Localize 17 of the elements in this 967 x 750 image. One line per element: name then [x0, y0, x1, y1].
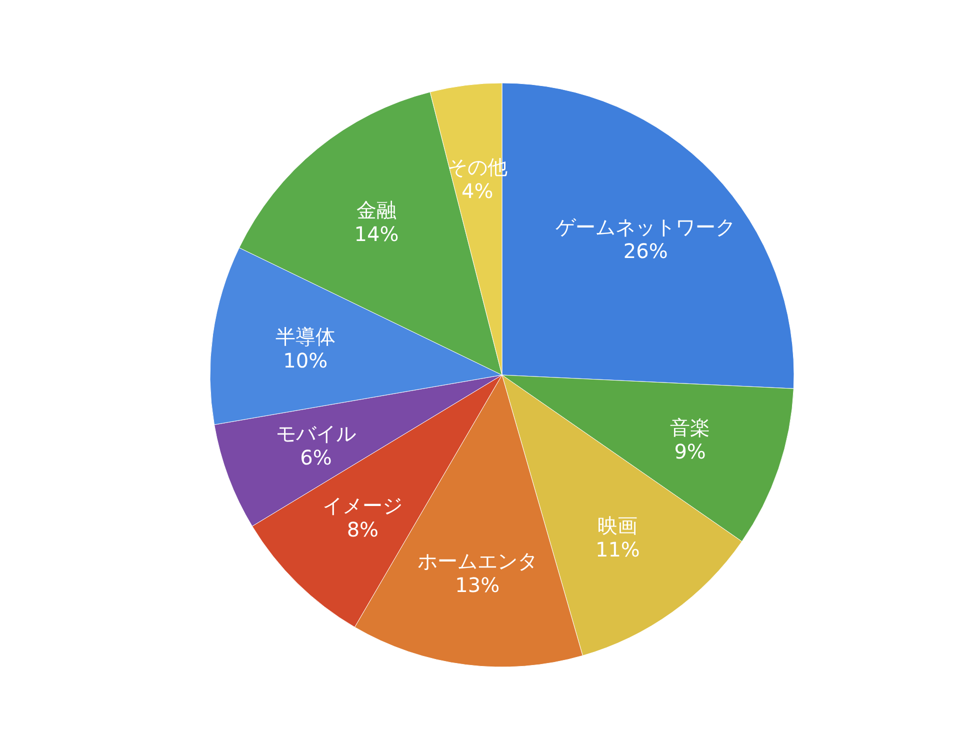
slice-label: モバイル	[276, 422, 356, 446]
data-label: 26%	[623, 238, 668, 263]
slice-label: 音楽	[670, 416, 710, 440]
data-label: 10%	[283, 348, 328, 372]
slice-label: ホームエンタ	[417, 549, 538, 574]
slice-label: 半導体	[275, 324, 336, 348]
data-label: 8%	[346, 517, 379, 542]
slice-label: ゲームネットワーク	[556, 214, 736, 239]
data-label: 9%	[674, 440, 706, 464]
data-label: 4%	[461, 178, 494, 203]
data-label: 14%	[354, 222, 399, 246]
data-label: 6%	[300, 446, 332, 470]
data-label: 13%	[455, 573, 500, 598]
data-label: 11%	[595, 537, 640, 562]
slice-label: 金融	[356, 198, 396, 222]
slice-label: イメージ	[322, 493, 403, 518]
slice-label: 映画	[598, 513, 638, 538]
